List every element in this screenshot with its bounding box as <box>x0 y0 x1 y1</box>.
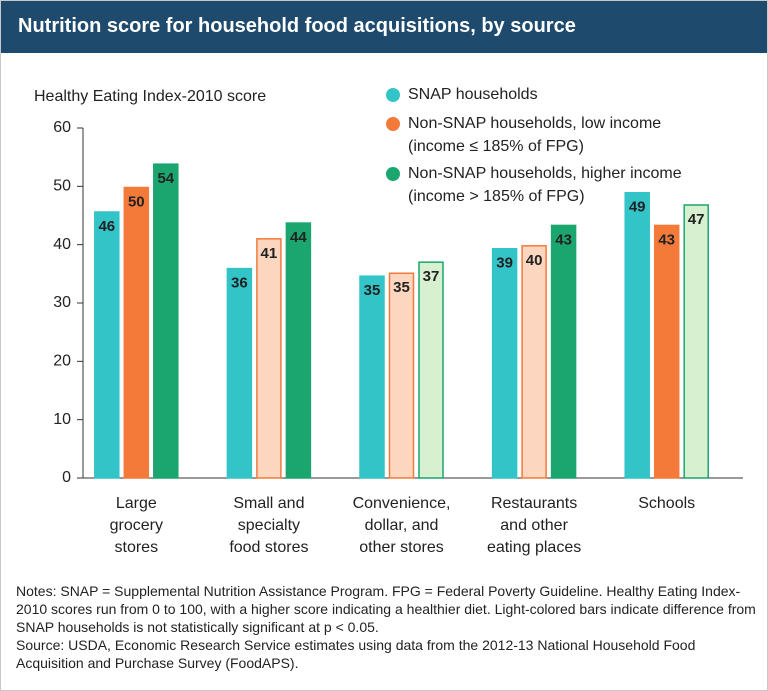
y-tick-label: 20 <box>53 353 71 370</box>
data-label: 35 <box>393 279 410 296</box>
legend-swatch <box>386 167 400 181</box>
x-tick-label: Convenience, dollar, and other stores <box>352 495 451 556</box>
bar <box>521 245 547 479</box>
legend-label: Non-SNAP households, higher income (inco… <box>408 165 682 205</box>
notes-text: Notes: SNAP = Supplemental Nutrition Ass… <box>16 583 756 635</box>
source-text: Source: USDA, Economic Research Service … <box>16 637 696 671</box>
x-tick-label: Small and specialty food stores <box>229 495 309 556</box>
data-label: 43 <box>658 231 675 248</box>
y-tick-label: 30 <box>53 294 71 311</box>
data-label: 37 <box>423 268 440 285</box>
legend-swatch <box>386 117 400 131</box>
bar <box>550 224 577 479</box>
x-tick-label: Schools <box>638 495 696 512</box>
data-label: 35 <box>364 282 381 299</box>
bar <box>256 238 282 479</box>
bar <box>683 204 709 479</box>
data-label: 41 <box>261 245 278 262</box>
y-tick-label: 40 <box>53 236 71 253</box>
bar <box>418 261 444 479</box>
bar <box>153 163 179 479</box>
notes: Notes: SNAP = Supplemental Nutrition Ass… <box>16 582 756 672</box>
data-label: 54 <box>157 170 174 187</box>
bar <box>359 275 385 479</box>
data-label: 47 <box>688 211 705 228</box>
bar <box>653 224 680 479</box>
y-tick-label: 0 <box>62 469 71 486</box>
title-bar <box>1 1 767 53</box>
legend-label: SNAP households <box>408 86 538 103</box>
legend-swatch <box>386 88 400 102</box>
data-label: 49 <box>629 199 646 216</box>
bar <box>285 222 312 479</box>
x-tick-label: Large grocery stores <box>109 495 163 556</box>
bar <box>624 192 650 479</box>
x-tick-label: Restaurants and other eating places <box>486 495 582 556</box>
bar <box>123 186 150 479</box>
data-label: 40 <box>526 252 543 269</box>
y-tick-label: 10 <box>53 411 71 428</box>
chart-title: Nutrition score for household food acqui… <box>18 15 576 37</box>
legend-label: Non-SNAP households, low income (income … <box>408 115 662 155</box>
data-label: 46 <box>98 218 115 235</box>
y-tick-label: 50 <box>53 178 71 195</box>
data-label: 50 <box>128 193 145 210</box>
data-label: 44 <box>290 229 307 246</box>
data-label: 36 <box>231 275 248 292</box>
bar <box>226 267 253 479</box>
data-label: 43 <box>555 231 572 248</box>
bar <box>94 211 120 479</box>
bar <box>491 248 518 479</box>
bar <box>388 272 415 479</box>
y-axis-label: Healthy Eating Index-2010 score <box>34 88 267 105</box>
y-tick-label: 60 <box>53 119 71 136</box>
data-label: 39 <box>496 255 513 272</box>
